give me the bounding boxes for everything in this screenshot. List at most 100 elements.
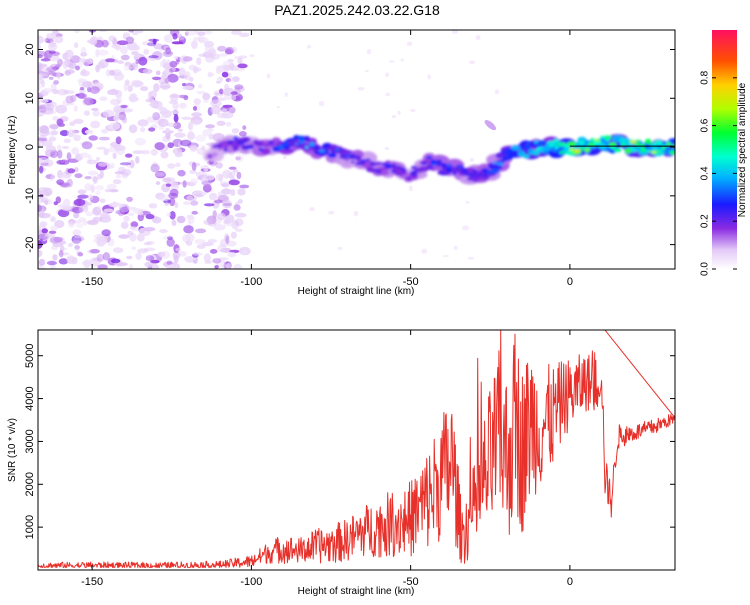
noise-blob xyxy=(494,89,500,95)
noise-blob xyxy=(52,254,58,261)
noise-blob xyxy=(191,190,204,197)
noise-blob xyxy=(193,98,201,105)
noise-blob xyxy=(231,30,242,35)
noise-blob xyxy=(118,234,130,239)
noise-blob xyxy=(63,138,71,144)
noise-blob xyxy=(96,253,105,262)
ridge-blob xyxy=(508,157,513,161)
noise-blob xyxy=(214,265,219,269)
noise-blob xyxy=(166,212,172,217)
noise-blob xyxy=(209,192,218,201)
noise-blob xyxy=(74,30,80,34)
noise-blob xyxy=(203,164,209,172)
noise-blob xyxy=(190,119,202,126)
noise-blob xyxy=(41,228,48,234)
spectrogram-frame xyxy=(37,29,676,270)
noise-blob xyxy=(146,241,155,245)
noise-blob xyxy=(58,249,64,258)
noise-blob xyxy=(182,180,187,188)
noise-blob xyxy=(87,249,99,254)
ridge-blob xyxy=(324,150,330,155)
ridge-blob xyxy=(441,162,447,167)
noise-blob xyxy=(153,83,160,92)
noise-blob xyxy=(62,146,70,149)
noise-blob xyxy=(73,198,86,206)
ridge-blob xyxy=(212,152,219,157)
noise-blob xyxy=(120,46,128,54)
noise-blob xyxy=(131,62,138,71)
noise-blob xyxy=(59,130,70,137)
noise-blob xyxy=(109,98,121,106)
noise-blob xyxy=(99,215,112,223)
noise-blob xyxy=(204,45,215,53)
noise-blob xyxy=(56,118,64,127)
noise-blob xyxy=(178,35,185,41)
noise-blob xyxy=(120,221,129,229)
ridge-blob xyxy=(447,163,452,168)
noise-blob xyxy=(44,142,53,147)
noise-blob xyxy=(142,41,150,46)
noise-blob xyxy=(234,84,244,90)
noise-blob xyxy=(52,88,59,95)
noise-blob xyxy=(96,49,109,56)
noise-blob xyxy=(79,152,90,158)
ridge-blob xyxy=(288,139,295,146)
noise-blob xyxy=(38,38,48,42)
ridge-blob xyxy=(466,177,473,181)
noise-blob xyxy=(203,253,211,262)
noise-blob xyxy=(102,252,111,261)
noise-blob xyxy=(166,122,178,127)
noise-blob xyxy=(220,181,229,187)
noise-blob xyxy=(55,196,61,204)
noise-blob xyxy=(201,191,208,196)
noise-blob xyxy=(95,64,100,73)
noise-blob xyxy=(120,54,130,61)
ridge-blob xyxy=(472,169,478,173)
noise-blob xyxy=(154,142,165,151)
colorbar-tick-label: 0.8 xyxy=(700,70,711,84)
noise-blob xyxy=(73,118,84,124)
ridge-blob xyxy=(636,139,640,143)
ridge-blob xyxy=(405,176,412,181)
noise-blob xyxy=(169,197,176,207)
noise-blob xyxy=(182,56,193,62)
y-tick-label: 20 xyxy=(24,43,36,55)
noise-blob xyxy=(225,235,230,245)
noise-blob xyxy=(54,35,64,44)
noise-blob xyxy=(99,30,108,33)
noise-blob xyxy=(388,60,395,63)
ridge-blob xyxy=(335,148,340,151)
noise-blob xyxy=(233,204,241,211)
noise-blob xyxy=(38,83,41,91)
noise-blob xyxy=(95,156,101,162)
ridge-blob xyxy=(260,147,272,155)
noise-blob xyxy=(92,257,102,262)
noise-blob xyxy=(60,204,72,211)
ridge-blob xyxy=(533,140,539,144)
ridge-blob xyxy=(410,170,418,177)
noise-blob xyxy=(171,180,179,187)
noise-blob xyxy=(283,156,287,160)
noise-blob xyxy=(236,171,242,180)
ridge-blob xyxy=(491,168,500,174)
noise-blob xyxy=(53,236,64,243)
noise-blob xyxy=(178,67,186,77)
y-tick-label: 3000 xyxy=(24,429,36,453)
noise-blob xyxy=(226,262,232,269)
noise-blob xyxy=(180,139,192,147)
noise-blob xyxy=(38,157,43,164)
ridge-blob xyxy=(605,138,610,142)
noise-blob xyxy=(167,163,176,169)
noise-blob xyxy=(230,91,238,95)
ridge-blob xyxy=(263,144,269,147)
noise-blob xyxy=(152,112,161,121)
noise-blob xyxy=(453,245,458,251)
noise-blob xyxy=(147,42,156,47)
noise-blob xyxy=(191,162,197,171)
noise-blob xyxy=(171,41,184,45)
noise-blob xyxy=(408,185,413,192)
x-tick-label: -50 xyxy=(403,576,419,588)
y-tick-label: 1000 xyxy=(24,515,36,539)
colorbar-label: Normalized spectral amplitude xyxy=(737,82,748,217)
